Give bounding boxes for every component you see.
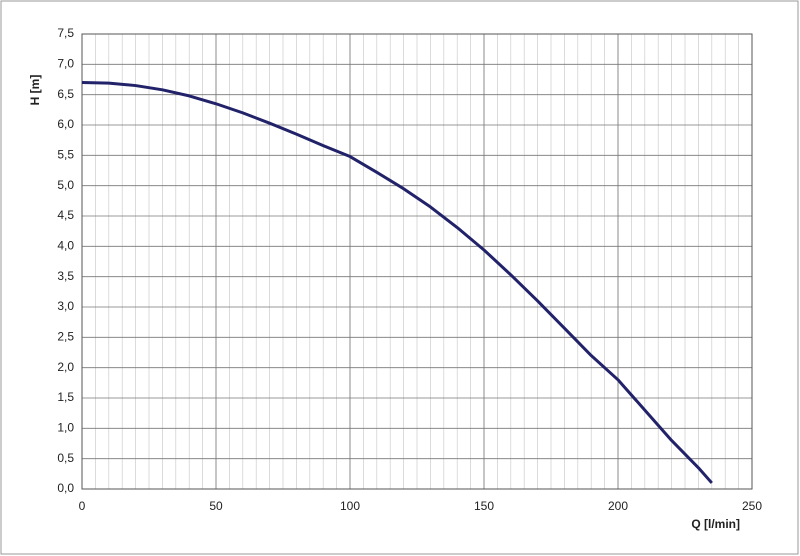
curve (81, 81, 713, 484)
y-tick-label: 1,5 (57, 390, 74, 404)
y-tick-label: 2,0 (57, 360, 74, 374)
y-tick-label: 7,0 (57, 57, 74, 71)
x-tick-label: 200 (608, 499, 628, 513)
y-tick-label: 0,5 (57, 451, 74, 465)
x-tick-label: 50 (209, 499, 223, 513)
x-tick-label: 0 (79, 499, 86, 513)
y-tick-label: 4,0 (57, 239, 74, 253)
y-tick-label: 5,0 (57, 178, 74, 192)
plot-border (81, 33, 753, 490)
y-tick-label: 1,0 (57, 421, 74, 435)
y-tick-label: 5,5 (57, 148, 74, 162)
y-axis-label: H [m] (28, 75, 42, 106)
x-tick-label: 250 (742, 499, 762, 513)
y-tick-label: 3,0 (57, 299, 74, 313)
x-tick-label: 100 (340, 499, 360, 513)
y-tick-label: 7,5 (57, 26, 74, 40)
y-tick-label: 6,0 (57, 117, 74, 131)
y-tick-label: 2,5 (57, 330, 74, 344)
x-tick-label: 150 (474, 499, 494, 513)
y-tick-label: 3,5 (57, 269, 74, 283)
y-tick-label: 6,5 (57, 87, 74, 101)
x-axis-label: Q [l/min] (691, 517, 740, 531)
y-tick-label: 4,5 (57, 208, 74, 222)
y-tick-label: 0,0 (57, 481, 74, 495)
